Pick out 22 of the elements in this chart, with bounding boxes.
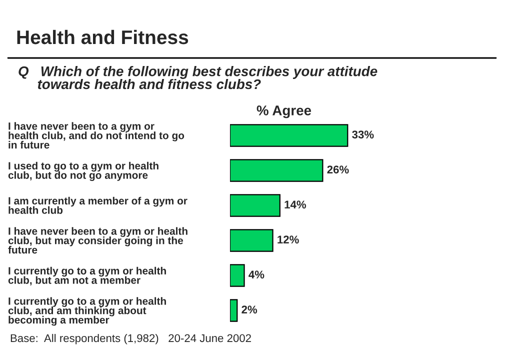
text: Base: All respondents (1,982) 20-24 June 2002 (10, 334, 251, 344)
data-label: 4% (248, 270, 264, 278)
data-label: 33% (352, 130, 374, 138)
chart-subtitle: Q Which of the following best describes your attitude towards health and fitness clubs? (18, 66, 378, 90)
bar (230, 229, 274, 252)
x-axis-title: % Agree (256, 106, 312, 118)
bar (230, 194, 280, 217)
bar (230, 159, 324, 182)
y-tick-label: I have never been to a gym or health club, and do not intend to go in future (8, 122, 184, 149)
data-label: 26% (327, 166, 349, 174)
chart-title: Health and Fitness (17, 30, 188, 44)
y-tick-label: I currently go to a gym or health club, and am thinking about becoming a member (8, 297, 166, 326)
data-label: 12% (278, 236, 299, 244)
data-label: 14% (284, 200, 306, 208)
y-tick-label: I currently go to a gym or health club, but am not a member (8, 266, 166, 286)
bar (230, 124, 348, 147)
bar (230, 264, 245, 287)
y-tick-label: I used to go to a gym or health club, but do not go anymore (8, 162, 158, 181)
y-tick-label: I have never been to a gym or health club, but may consider going in the future (8, 227, 188, 254)
y-tick-label: I am currently a member of a gym or health club (8, 196, 188, 214)
bar (230, 299, 238, 322)
data-label: 2% (242, 306, 258, 314)
